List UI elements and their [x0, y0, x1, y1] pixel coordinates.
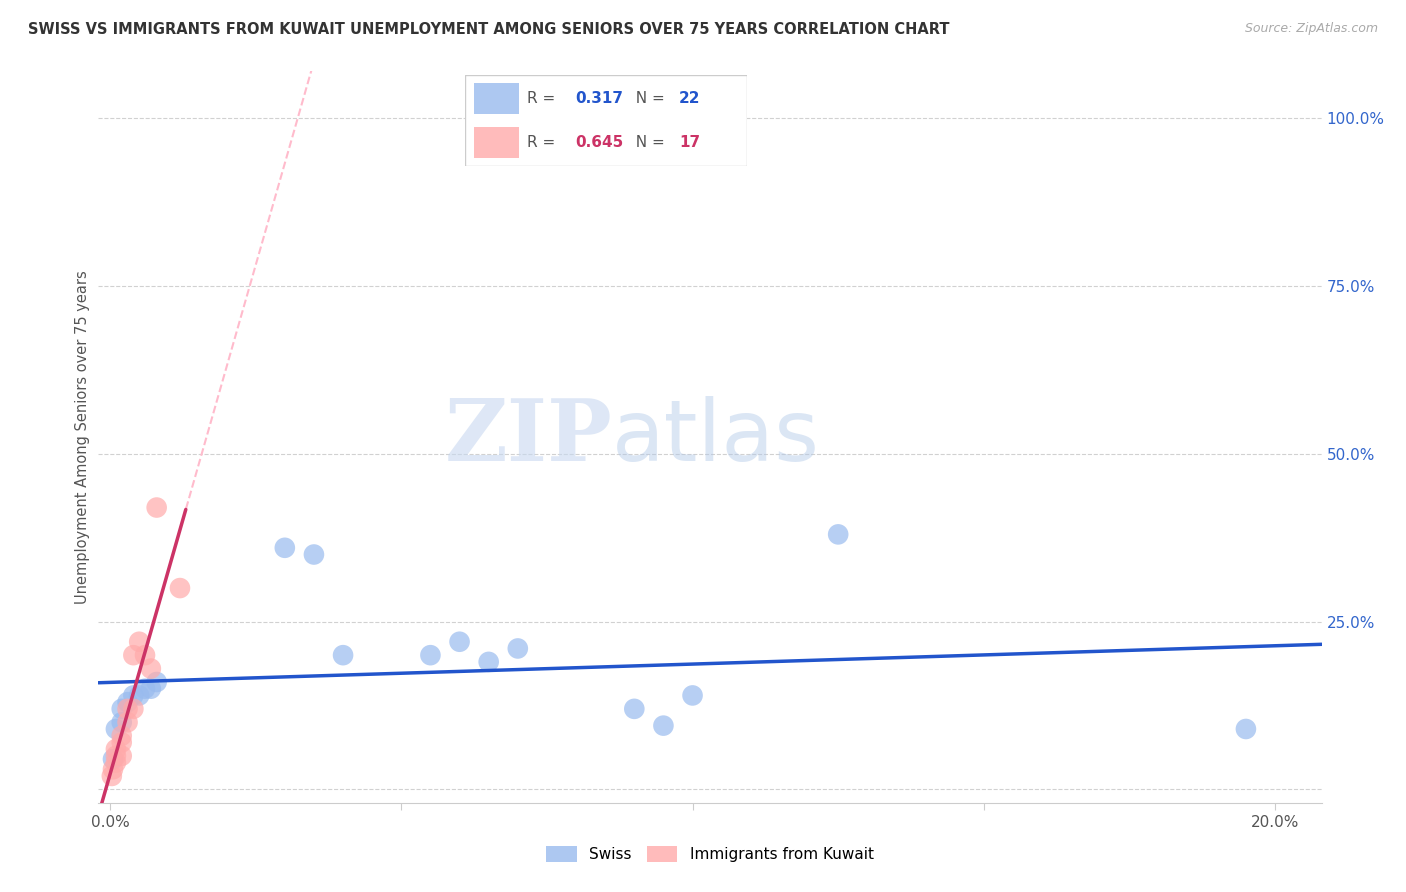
- Point: [169, 581, 191, 595]
- Text: SWISS VS IMMIGRANTS FROM KUWAIT UNEMPLOYMENT AMONG SENIORS OVER 75 YEARS CORRELA: SWISS VS IMMIGRANTS FROM KUWAIT UNEMPLOY…: [28, 22, 949, 37]
- Point: [134, 681, 156, 696]
- Text: atlas: atlas: [612, 395, 820, 479]
- Point: [111, 729, 134, 743]
- Point: [117, 702, 139, 716]
- Point: [139, 662, 162, 676]
- Point: [111, 748, 134, 763]
- Point: [117, 695, 139, 709]
- Legend: Swiss, Immigrants from Kuwait: Swiss, Immigrants from Kuwait: [540, 840, 880, 868]
- Point: [139, 681, 162, 696]
- Y-axis label: Unemployment Among Seniors over 75 years: Unemployment Among Seniors over 75 years: [75, 270, 90, 604]
- Point: [623, 702, 645, 716]
- Point: [111, 702, 134, 716]
- Point: [478, 655, 501, 669]
- Point: [145, 675, 167, 690]
- Point: [104, 756, 127, 770]
- Point: [111, 715, 134, 730]
- Point: [827, 527, 849, 541]
- Point: [104, 722, 127, 736]
- Point: [104, 748, 127, 763]
- Point: [104, 742, 127, 756]
- Point: [128, 689, 150, 703]
- Point: [101, 752, 124, 766]
- Point: [122, 648, 145, 662]
- Point: [101, 769, 124, 783]
- Point: [111, 735, 134, 749]
- Point: [506, 641, 529, 656]
- Point: [122, 689, 145, 703]
- Point: [682, 689, 704, 703]
- Point: [145, 500, 167, 515]
- Point: [122, 702, 145, 716]
- Text: ZIP: ZIP: [444, 395, 612, 479]
- Text: Source: ZipAtlas.com: Source: ZipAtlas.com: [1244, 22, 1378, 36]
- Point: [128, 634, 150, 648]
- Point: [302, 548, 325, 562]
- Point: [101, 762, 124, 776]
- Point: [274, 541, 297, 555]
- Point: [449, 634, 471, 648]
- Point: [419, 648, 441, 662]
- Point: [134, 648, 156, 662]
- Point: [332, 648, 354, 662]
- Point: [117, 715, 139, 730]
- Point: [1234, 722, 1257, 736]
- Point: [652, 718, 675, 732]
